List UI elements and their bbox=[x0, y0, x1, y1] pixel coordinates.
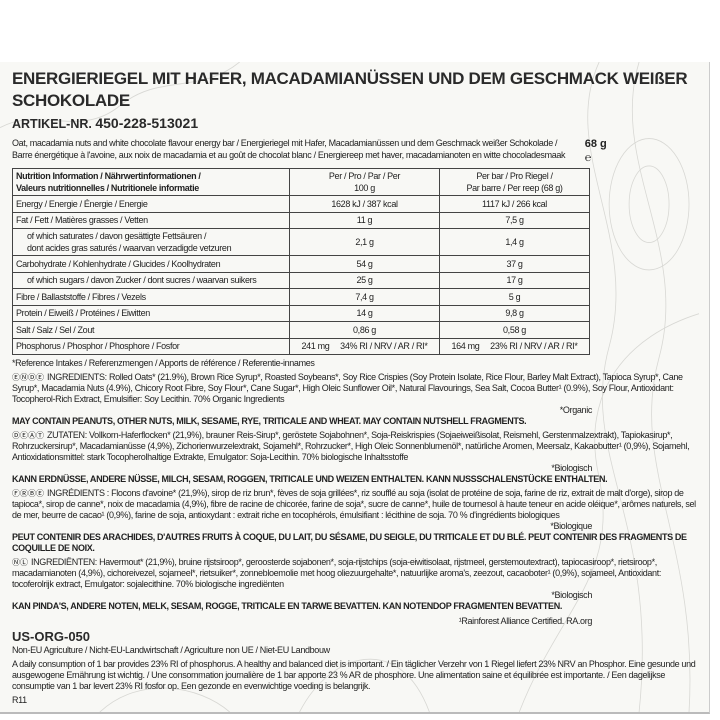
ingredient-paragraph: ⒹⒺⒶⓉ ZUTATEN: Vollkorn-Haferflocken* (21,… bbox=[12, 430, 696, 463]
rainforest-note: ¹Rainforest Alliance Certified. RA.org bbox=[458, 616, 593, 626]
nutrient-name: Fat / Fett / Matières grasses / Vetten bbox=[12, 211, 290, 229]
allergen-warning: PEUT CONTENIR DES ARACHIDES, D'AUTRES FR… bbox=[12, 532, 687, 553]
nutrient-name: Phosphorus / Phosphor / Phosphore / Fosf… bbox=[12, 337, 290, 355]
nutrient-name: of which sugars / davon Zucker / dont su… bbox=[12, 271, 290, 289]
ingredient-paragraph: ⓃⓁ INGREDIËNTEN: Havermout* (21,9%), brui… bbox=[12, 557, 696, 590]
table-header-row: Nutrition Information / Nährwertinformat… bbox=[12, 168, 590, 196]
daily-note-line: A daily consumption of 1 bar provides 23… bbox=[12, 659, 696, 680]
header-per-100g: Per / Pro / Par / Per 100 g bbox=[289, 168, 440, 196]
table-row: Energy / Energie / Énergie / Energie 1628… bbox=[12, 195, 590, 213]
value-per-bar: 9,8 g bbox=[439, 304, 590, 322]
language-icons: ⒺⓃⒹⒺ bbox=[12, 373, 44, 382]
value-per-bar: 5 g bbox=[439, 288, 590, 306]
ingredient-line: beurre de cacao¹ (0,9%), farine de soja,… bbox=[41, 510, 560, 520]
table-row: of which sugars / davon Zucker / dont su… bbox=[12, 271, 590, 289]
ingredient-line: Antioxidationsmittel: stark Tocopherolha… bbox=[12, 452, 409, 462]
agriculture-note: Non-EU Agriculture / Nicht-EU-Landwirtsc… bbox=[12, 645, 330, 655]
organic-code: US-ORG-050 bbox=[12, 629, 91, 644]
ingredient-line: macadamianoten (4,9%), cichoreivezel, so… bbox=[12, 568, 661, 589]
description-block: Oat, macadamia nuts and white chocolate … bbox=[12, 137, 696, 165]
daily-note-line: Ernährung ist wichtig. / Une consommatio… bbox=[12, 670, 666, 691]
allergen-warning: MAY CONTAIN PEANUTS, OTHER NUTS, MILK, S… bbox=[12, 416, 527, 426]
description-line: Barre énergétique à l'avoine, aux noix d… bbox=[12, 150, 566, 160]
value-per-100g: 11 g bbox=[289, 211, 440, 229]
value-per-bar: 7,5 g bbox=[439, 211, 590, 229]
nutrient-name: Carbohydrate / Kohlenhydrate / Glucides … bbox=[12, 255, 290, 273]
article-label: ARTIKEL-NR. bbox=[12, 117, 92, 131]
nutrient-name: Fibre / Ballaststoffe / Fibres / Vezels bbox=[12, 288, 290, 306]
ingredient-line: INGREDIENTS: Rolled Oats* (21.9%), Brown… bbox=[12, 372, 683, 393]
description-line: Oat, macadamia nuts and white chocolate … bbox=[12, 138, 558, 148]
table-row: Protein / Eiweiß / Protéines / Eiwitten 1… bbox=[12, 304, 590, 322]
value-per-bar: 17 g bbox=[439, 271, 590, 289]
header-name: Nutrition Information / Nährwertinformat… bbox=[12, 168, 290, 196]
value-per-100g: 2,1 g bbox=[289, 228, 440, 256]
table-row: Phosphorus / Phosphor / Phosphore / Fosf… bbox=[12, 337, 590, 355]
nutrient-name: Protein / Eiweiß / Protéines / Eiwitten bbox=[12, 304, 290, 322]
value-per-100g: 0,86 g bbox=[289, 321, 440, 339]
nutrient-name: Salt / Salz / Sel / Zout bbox=[12, 321, 290, 339]
language-icons: ⒹⒺⒶⓉ bbox=[12, 431, 44, 440]
value-per-bar: 0,58 g bbox=[439, 321, 590, 339]
header-per-bar: Per bar / Pro Riegel / Par barre / Per re… bbox=[439, 168, 590, 196]
value-per-bar: 37 g bbox=[439, 255, 590, 273]
ingredient-paragraph: ⒺⓃⒹⒺ INGREDIENTS: Rolled Oats* (21.9%), B… bbox=[12, 372, 696, 405]
table-row: of which saturates / davon gesättigte Fe… bbox=[12, 228, 590, 256]
allergen-warning: KAN PINDA'S, ANDERE NOTEN, MELK, SESAM, … bbox=[12, 601, 563, 611]
table-row: Fibre / Ballaststoffe / Fibres / Vezels 7… bbox=[12, 288, 590, 306]
reference-note: *Reference Intakes / Referenzmengen / Ap… bbox=[12, 358, 315, 368]
table-row: Salt / Salz / Sel / Zout 0,86 g 0,58 g bbox=[12, 321, 590, 339]
daily-note: A daily consumption of 1 bar provides 23… bbox=[12, 659, 696, 692]
description: Oat, macadamia nuts and white chocolate … bbox=[12, 137, 585, 161]
ingredient-line: Rohrzuckersirup*, Macadamianüsse (4,9%),… bbox=[12, 441, 690, 451]
value-per-100g: 14 g bbox=[289, 304, 440, 322]
value-per-100g: 1628 kJ / 387 kcal bbox=[289, 195, 440, 213]
nutrient-name: Energy / Energie / Énergie / Energie bbox=[12, 195, 290, 213]
ingredient-line: INGREDIËNTEN: Havermout* (21,9%), bruine… bbox=[31, 557, 657, 567]
value-per-100g: 7,4 g bbox=[289, 288, 440, 306]
ingredient-line: Emulsifier: Soy Lecithin. 70% Organic In… bbox=[103, 394, 285, 404]
contour-background bbox=[0, 62, 700, 712]
value-per-bar: 1117 kJ / 266 kcal bbox=[439, 195, 590, 213]
nutrient-name: of which saturates / davon gesättigte Fe… bbox=[12, 228, 290, 256]
value-per-100g: 54 g bbox=[289, 255, 440, 273]
organic-note: *Biologisch bbox=[551, 590, 592, 600]
batch-code: R11 bbox=[12, 695, 27, 705]
ingredient-line: ZUTATEN: Vollkorn-Haferflocken* (21,9%),… bbox=[47, 430, 673, 440]
product-title: ENERGIERIEGEL MIT HAFER, MACADAMIANÜSSEN… bbox=[12, 69, 688, 110]
allergen-warning: KANN ERDNÜSSE, ANDERE NÜSSE, MILCH, SESA… bbox=[12, 474, 608, 484]
product-label: ENERGIERIEGEL MIT HAFER, MACADAMIANÜSSEN… bbox=[0, 62, 710, 714]
article-value: 450-228-513021 bbox=[95, 115, 199, 131]
ingredient-line: INGRÉDIENTS : Flocons d'avoine* (21,9%),… bbox=[47, 488, 684, 498]
language-icons: ⒻⓇⒷⒺ bbox=[12, 489, 44, 498]
daily-note-line: fosfor op. Een gezonde en evenwichtige v… bbox=[144, 681, 371, 691]
value-per-100g: 241 mg 34% RI / NRV / AR / RI* bbox=[289, 337, 440, 355]
ingredient-line: extract, Emulgator: sojalecithine. 70% b… bbox=[55, 579, 284, 589]
organic-note: *Organic bbox=[559, 405, 593, 415]
organic-note: *Biologique bbox=[550, 521, 592, 531]
table-row: Fat / Fett / Matières grasses / Vetten 11… bbox=[12, 211, 590, 229]
value-per-bar: 1,4 g bbox=[439, 228, 590, 256]
ingredient-line: Macadamia Nuts (4.9%), Chicory Root Fibr… bbox=[12, 383, 674, 404]
value-per-bar: 164 mg 23% RI / NRV / AR / RI* bbox=[439, 337, 590, 355]
net-weight: 68 g ℮ bbox=[584, 138, 607, 164]
table-row: Carbohydrate / Kohlenhydrate / Glucides … bbox=[12, 255, 590, 273]
article-number: ARTIKEL-NR. 450-228-513021 bbox=[12, 114, 696, 133]
ingredients-section: ⒺⓃⒹⒺ INGREDIENTS: Rolled Oats* (21.9%), B… bbox=[12, 372, 696, 612]
organic-note: *Biologisch bbox=[551, 463, 592, 473]
value-per-100g: 25 g bbox=[289, 271, 440, 289]
language-icons: ⓃⓁ bbox=[12, 558, 28, 567]
ingredient-paragraph: ⒻⓇⒷⒺ INGRÉDIENTS : Flocons d'avoine* (21,… bbox=[12, 488, 696, 521]
label-content: ENERGIERIEGEL MIT HAFER, MACADAMIANÜSSEN… bbox=[12, 68, 696, 706]
nutrition-table: Nutrition Information / Nährwertinformat… bbox=[12, 168, 590, 355]
ingredient-line: tapioca*, sirop de canne*, noix de macad… bbox=[12, 499, 696, 520]
